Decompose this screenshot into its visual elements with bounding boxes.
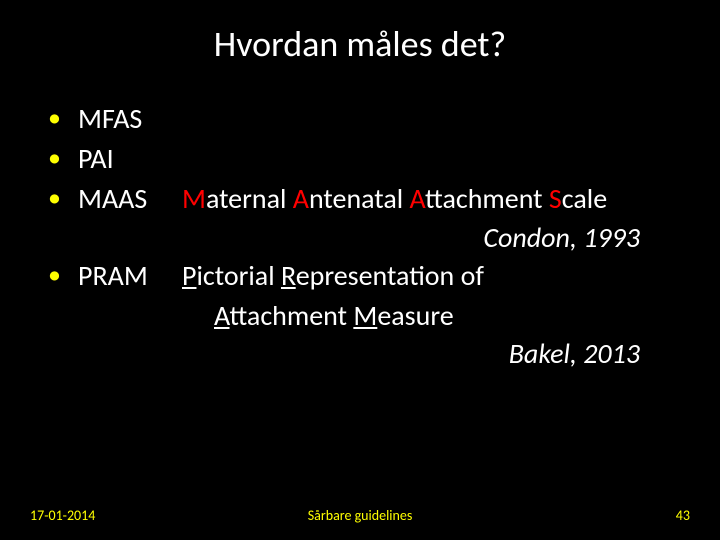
- bullet-item-pai: • PAI: [48, 140, 680, 178]
- def-text: easure: [377, 298, 453, 333]
- citation-maas: Condon, 1993: [48, 219, 680, 257]
- def-text: ictorial: [196, 258, 274, 293]
- bullet-item-pram: • PRAM Pictorial Representation of: [48, 257, 680, 295]
- slide: Hvordan måles det? • MFAS • PAI • MAAS M…: [0, 0, 720, 540]
- hl-letter: S: [549, 181, 562, 216]
- def-pram-line1: Pictorial Representation of: [182, 257, 680, 295]
- def-text: cale: [562, 181, 607, 216]
- bullet-icon: •: [48, 140, 78, 175]
- citation-pram: Bakel, 2013: [48, 335, 680, 373]
- u-letter: A: [214, 298, 230, 333]
- hl-letter: A: [293, 181, 309, 216]
- def-text: epresentation: [296, 258, 455, 293]
- def-text: of: [461, 258, 484, 293]
- u-letter: R: [281, 258, 296, 293]
- bullet-item-maas: • MAAS Maternal Antenatal Attachment Sca…: [48, 180, 680, 218]
- abbr-maas: MAAS: [78, 180, 182, 218]
- def-text: ttachment: [425, 181, 543, 216]
- def-pram-line2: Attachment Measure: [48, 297, 680, 335]
- def-text: ntenatal: [309, 181, 403, 216]
- abbr-pram: PRAM: [78, 257, 182, 295]
- def-text: ttachment: [230, 298, 348, 333]
- def-maas: Maternal Antenatal Attachment Scale: [182, 180, 680, 218]
- footer-center: Sårbare guidelines: [250, 507, 470, 524]
- u-letter: P: [182, 258, 196, 293]
- abbr-mfas: MFAS: [78, 100, 182, 138]
- bullet-icon: •: [48, 257, 78, 292]
- bullet-icon: •: [48, 100, 78, 135]
- footer-page: 43: [470, 507, 720, 524]
- u-letter: M: [353, 298, 377, 333]
- footer: 17-01-2014 Sårbare guidelines 43: [0, 507, 720, 524]
- bullet-item-mfas: • MFAS: [48, 100, 680, 138]
- hl-letter: A: [410, 181, 426, 216]
- slide-title: Hvordan måles det?: [0, 22, 720, 66]
- footer-date: 17-01-2014: [0, 507, 250, 524]
- def-text: aternal: [206, 181, 286, 216]
- content-area: • MFAS • PAI • MAAS Maternal Antenatal A…: [48, 100, 680, 373]
- hl-letter: M: [182, 181, 206, 216]
- bullet-icon: •: [48, 180, 78, 215]
- abbr-pai: PAI: [78, 140, 182, 178]
